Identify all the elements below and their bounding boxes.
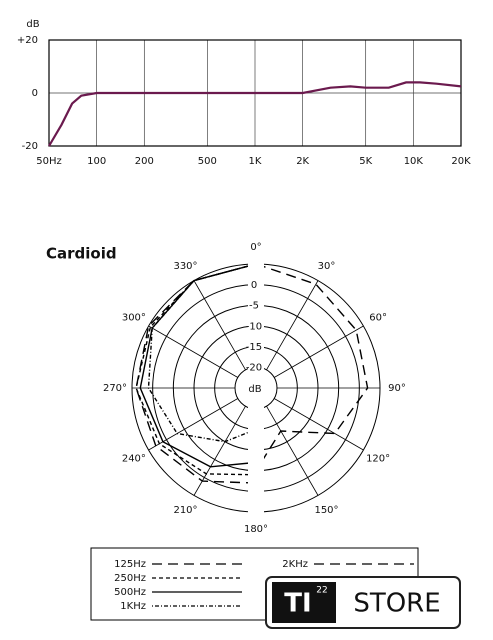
polar-curve bbox=[255, 263, 369, 472]
plot-frame bbox=[48, 39, 462, 147]
spoke bbox=[266, 280, 319, 371]
watermark-mark: TI bbox=[284, 589, 311, 619]
x-tick-label: 10K bbox=[404, 156, 424, 167]
r-tick-label: -10 bbox=[246, 321, 262, 332]
legend-label: 1KHz bbox=[120, 601, 146, 612]
r-tick-label: -5 bbox=[249, 301, 259, 312]
y-tick-label: 0 bbox=[32, 88, 38, 99]
polar-curve bbox=[135, 263, 257, 476]
theta-tick-label: 60° bbox=[369, 313, 387, 324]
r-tick-label: -20 bbox=[246, 363, 262, 374]
theta-tick-label: 210° bbox=[173, 505, 197, 516]
r-tick-label: 0 bbox=[251, 280, 257, 291]
watermark-sup: 22 bbox=[316, 586, 327, 596]
x-tick-label: 500 bbox=[198, 156, 217, 167]
spoke bbox=[266, 405, 319, 496]
legend-label: 125Hz bbox=[114, 559, 146, 570]
theta-tick-label: 0° bbox=[250, 242, 261, 253]
x-tick-label: 1K bbox=[249, 156, 262, 167]
polar-title: Cardioid bbox=[46, 245, 117, 263]
polar-curve bbox=[147, 263, 257, 443]
x-tick-label: 200 bbox=[135, 156, 154, 167]
y-tick-label: -20 bbox=[22, 141, 38, 152]
legend-label: 250Hz bbox=[114, 573, 146, 584]
center-strip bbox=[248, 250, 264, 530]
legend-label: 2KHz bbox=[282, 559, 308, 570]
legend-label: 500Hz bbox=[114, 587, 146, 598]
x-tick-label: 20K bbox=[451, 156, 471, 167]
spoke bbox=[273, 325, 364, 378]
theta-tick-label: 30° bbox=[318, 261, 336, 272]
r-tick-label: -15 bbox=[246, 342, 262, 353]
theta-tick-label: 150° bbox=[314, 505, 338, 516]
x-tick-label: 50Hz bbox=[36, 156, 62, 167]
r-axis-label: dB bbox=[248, 384, 261, 395]
spoke bbox=[193, 280, 246, 371]
watermark-block bbox=[272, 582, 336, 623]
response-curve bbox=[48, 81, 462, 147]
theta-tick-label: 330° bbox=[173, 261, 197, 272]
x-tick-label: 2K bbox=[296, 156, 309, 167]
x-tick-label: 5K bbox=[359, 156, 372, 167]
theta-tick-label: 240° bbox=[122, 454, 146, 465]
polar-curve bbox=[135, 263, 257, 484]
watermark: TI 22 STORE bbox=[265, 576, 461, 629]
x-tick-label: 100 bbox=[87, 156, 106, 167]
theta-tick-label: 120° bbox=[366, 454, 390, 465]
theta-tick-label: 300° bbox=[122, 313, 146, 324]
watermark-store: STORE bbox=[353, 589, 440, 619]
spoke bbox=[148, 325, 239, 378]
theta-tick-label: 270° bbox=[103, 383, 127, 394]
y-axis-label: dB bbox=[26, 19, 39, 30]
spoke bbox=[273, 398, 364, 451]
y-tick-label: +20 bbox=[17, 35, 38, 46]
theta-tick-label: 180° bbox=[244, 524, 268, 535]
theta-tick-label: 90° bbox=[388, 383, 406, 394]
